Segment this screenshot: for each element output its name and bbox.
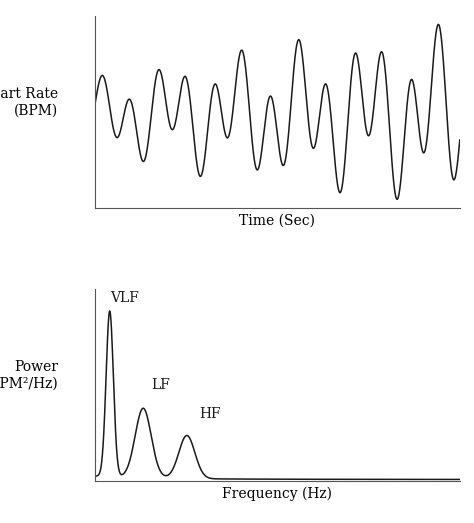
X-axis label: Time (Sec): Time (Sec) [239, 213, 315, 228]
Text: VLF: VLF [110, 291, 139, 305]
Text: HF: HF [199, 407, 220, 420]
Text: LF: LF [151, 378, 170, 392]
X-axis label: Frequency (Hz): Frequency (Hz) [222, 487, 332, 501]
Y-axis label: Heart Rate
(BPM): Heart Rate (BPM) [0, 87, 58, 117]
Y-axis label: Power
(BPM²/Hz): Power (BPM²/Hz) [0, 360, 58, 391]
